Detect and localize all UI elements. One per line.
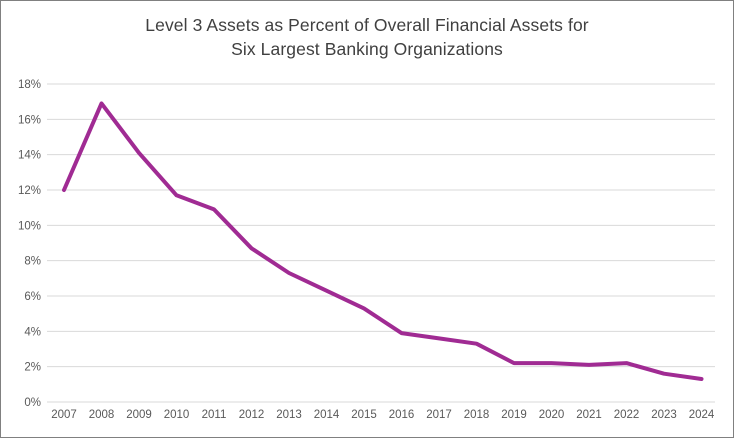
x-tick-label: 2017 bbox=[426, 409, 452, 421]
y-tick-label: 0% bbox=[24, 397, 41, 409]
x-tick-label: 2023 bbox=[651, 409, 677, 421]
x-tick-label: 2021 bbox=[576, 409, 602, 421]
x-tick-label: 2022 bbox=[614, 409, 640, 421]
y-tick-label: 14% bbox=[18, 150, 41, 162]
x-tick-label: 2020 bbox=[539, 409, 565, 421]
x-tick-label: 2008 bbox=[89, 409, 115, 421]
chart-title-line-1: Level 3 Assets as Percent of Overall Fin… bbox=[145, 15, 589, 35]
y-tick-label: 16% bbox=[18, 114, 41, 126]
y-tick-label: 8% bbox=[24, 256, 41, 268]
x-tick-label: 2011 bbox=[202, 409, 227, 421]
x-tick-label: 2014 bbox=[314, 409, 340, 421]
x-tick-label: 2012 bbox=[239, 409, 265, 421]
x-tick-label: 2007 bbox=[51, 409, 77, 421]
chart-title-line-2: Six Largest Banking Organizations bbox=[231, 39, 503, 59]
y-tick-label: 2% bbox=[24, 362, 41, 374]
y-tick-label: 12% bbox=[18, 185, 41, 197]
x-tick-label: 2019 bbox=[501, 409, 527, 421]
chart-title: Level 3 Assets as Percent of Overall Fin… bbox=[1, 13, 733, 61]
x-tick-label: 2009 bbox=[126, 409, 152, 421]
x-tick-label: 2016 bbox=[389, 409, 415, 421]
x-tick-label: 2018 bbox=[464, 409, 490, 421]
y-tick-label: 10% bbox=[18, 220, 41, 232]
x-tick-label: 2024 bbox=[689, 409, 715, 421]
x-tick-label: 2015 bbox=[351, 409, 377, 421]
x-tick-label: 2013 bbox=[276, 409, 302, 421]
x-tick-label: 2010 bbox=[164, 409, 190, 421]
y-tick-label: 6% bbox=[24, 291, 41, 303]
y-tick-label: 4% bbox=[24, 326, 41, 338]
y-tick-label: 18% bbox=[18, 79, 41, 91]
data-line bbox=[62, 101, 704, 381]
